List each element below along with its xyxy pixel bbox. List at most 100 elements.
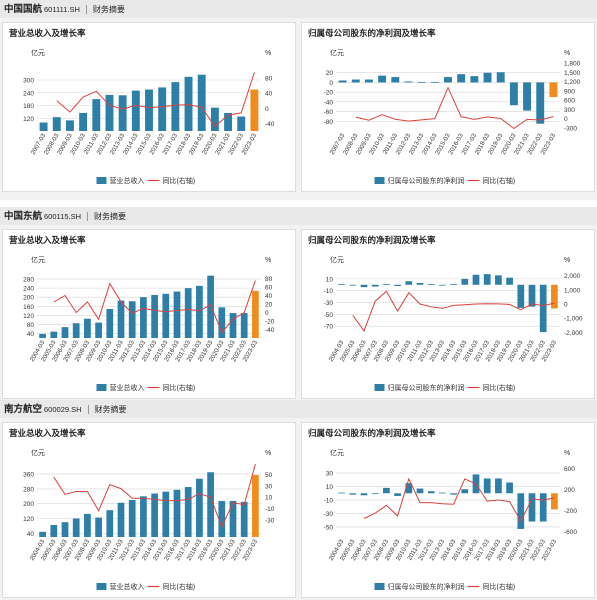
bar (371, 493, 379, 495)
y-tick-label-left: 20 (326, 70, 334, 77)
bar (536, 82, 545, 124)
tab-financial-summary[interactable]: 财务摘要 (92, 5, 125, 14)
y-tick-label-right: -2,000 (564, 330, 583, 337)
bar (351, 79, 360, 83)
chart-panel-net-profit: 归属母公司股东的净利润及增长率 亿元% -50 -30 -10 10 30 -600 -200… (301, 422, 595, 598)
stock-code: 600029.SH (44, 405, 82, 414)
company-name: 中国东航 (4, 211, 43, 222)
right-axis-unit: % (265, 50, 271, 57)
yoy-line (53, 463, 256, 529)
y-tick-label-right: 900 (564, 88, 575, 95)
legend-swatch-bar (96, 583, 107, 590)
bar (416, 283, 424, 285)
bar (523, 82, 532, 111)
y-tick-label-left: -30 (324, 511, 334, 518)
legend-label-line: 同比(右轴) (483, 176, 516, 185)
revenue-chart: 亿元 %40120200280360-30-101030502004-032005… (23, 448, 275, 591)
bar (461, 278, 469, 285)
bar (218, 307, 226, 338)
legend-label-bar: 营业总收入 (110, 176, 145, 185)
bar (378, 75, 387, 83)
y-tick-label-left: 120 (23, 516, 34, 523)
bar (196, 478, 203, 537)
y-tick-label-left: 30 (326, 471, 334, 478)
legend-label-bar: 营业总收入 (110, 582, 145, 591)
tab-financial-summary[interactable]: 财务摘要 (94, 212, 126, 221)
chart-panel-revenue: 营业总收入及增长率 亿元% 40 120 200 280 360 -30 -10 10 30 50 2… (2, 422, 296, 598)
y-tick-label-left: -10 (324, 288, 334, 295)
y-tick-label-right: 20 (265, 302, 273, 309)
bar (349, 493, 357, 495)
y-tick-label-left: -40 (324, 99, 334, 106)
left-axis-unit: 亿元 (330, 448, 344, 457)
company-name: 中国国航 (4, 4, 43, 15)
bar (84, 513, 91, 537)
bar (539, 493, 547, 522)
left-axis-unit: 亿元 (31, 448, 45, 457)
bar (383, 284, 390, 285)
bar (383, 487, 390, 494)
legend-label-line: 同比(右轴) (163, 383, 196, 392)
bar (364, 79, 373, 83)
bar (338, 80, 347, 83)
y-tick-label-right: -600 (564, 529, 577, 536)
bar (229, 500, 237, 537)
bar (162, 491, 170, 537)
legend-swatch-bar (96, 384, 107, 391)
bar (39, 122, 48, 131)
y-tick-label-left: 160 (23, 304, 34, 311)
bar (131, 90, 140, 131)
bar (39, 333, 46, 338)
y-tick-label-right: 1,200 (564, 79, 581, 86)
stock-code: 601111.SH (44, 5, 80, 14)
y-tick-label-right: 200 (564, 487, 575, 494)
bar (171, 82, 180, 131)
y-tick-label-right: 0 (265, 310, 269, 317)
bar (338, 284, 345, 285)
bar (528, 284, 536, 307)
bar (106, 510, 114, 537)
legend-swatch-bar (374, 177, 385, 184)
bar (349, 284, 357, 286)
y-tick-label-left: 280 (23, 486, 34, 493)
y-tick-label-right: -10 (265, 506, 275, 513)
left-axis-unit: 亿元 (330, 48, 344, 57)
bar (496, 72, 505, 83)
bar (517, 493, 525, 529)
bar (151, 493, 158, 537)
bar (472, 274, 480, 285)
company-section-airchina: 中国国航 601111.SH 财务摘要 营业总收入及增长率 亿元% 120 180 240… (0, 0, 597, 200)
bar (61, 522, 69, 537)
bar (371, 284, 379, 287)
bar (106, 308, 114, 338)
chart-panel-revenue: 营业总收入及增长率 亿元% 120 180 240 300 -40 0 40 80 2007-03… (2, 22, 296, 192)
y-tick-label-left: -80 (324, 119, 334, 126)
y-tick-label-left: 360 (23, 472, 34, 479)
tab-financial-summary[interactable]: 财务摘要 (94, 405, 127, 414)
bar (224, 112, 233, 131)
y-tick-label-right: 300 (564, 107, 575, 114)
bar (461, 489, 469, 494)
net-profit-chart: 亿元 % -70 -50 -30 -10 10 -2,000 -1,000 0 1,000 2,000… (324, 255, 583, 392)
yoy-line (53, 280, 256, 334)
left-axis-unit: 亿元 (31, 48, 45, 57)
legend-label-bar: 营业总收入 (110, 383, 145, 392)
bar (495, 275, 502, 285)
bar (151, 294, 158, 338)
y-tick-label-right: 80 (265, 276, 273, 283)
chart-title: 营业总收入及增长率 (9, 429, 86, 439)
bar (360, 493, 368, 496)
bar (184, 487, 192, 537)
bar (404, 81, 413, 83)
legend-label-line: 同比(右轴) (483, 582, 516, 591)
revenue-chart: 亿元 %120180240300-40040802007-032008-03200… (23, 48, 275, 185)
bar (207, 275, 214, 338)
right-axis-unit: % (265, 257, 271, 264)
legend-label-line: 同比(右轴) (163, 176, 196, 185)
bar (65, 120, 74, 131)
yoy-line (355, 86, 554, 130)
section-header: 中国国航 601111.SH 财务摘要 (0, 0, 597, 18)
y-tick-label-left: 200 (23, 501, 34, 508)
y-tick-label-left: 240 (23, 90, 34, 97)
bar (551, 284, 558, 309)
